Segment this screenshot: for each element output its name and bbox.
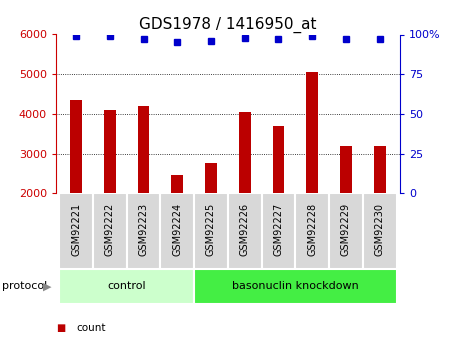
Bar (295, 193, 329, 269)
Text: GSM92229: GSM92229 (341, 203, 351, 256)
Text: GSM92224: GSM92224 (172, 203, 182, 256)
Text: control: control (107, 282, 146, 291)
Text: GSM92225: GSM92225 (206, 203, 216, 256)
Bar (329, 193, 363, 269)
Bar (306, 72, 318, 193)
Bar (138, 106, 149, 193)
Bar (272, 126, 285, 193)
Text: GSM92223: GSM92223 (139, 203, 148, 256)
Bar (205, 164, 217, 193)
Text: count: count (77, 323, 106, 333)
Bar (340, 146, 352, 193)
Text: basonuclin knockdown: basonuclin knockdown (232, 282, 359, 291)
Bar (363, 193, 397, 269)
Text: GSM92226: GSM92226 (240, 203, 250, 256)
Bar (239, 112, 251, 193)
Title: GDS1978 / 1416950_at: GDS1978 / 1416950_at (139, 17, 317, 33)
Bar (194, 269, 397, 304)
Bar (59, 269, 194, 304)
Text: GSM92221: GSM92221 (71, 203, 81, 256)
Text: ▶: ▶ (43, 282, 51, 291)
Text: GSM92222: GSM92222 (105, 203, 115, 256)
Bar (374, 146, 385, 193)
Bar (262, 193, 295, 269)
Text: GSM92227: GSM92227 (273, 203, 284, 256)
Bar (93, 193, 126, 269)
Text: GSM92228: GSM92228 (307, 203, 317, 256)
Bar (171, 175, 183, 193)
Bar (104, 110, 116, 193)
Bar (59, 193, 93, 269)
Bar (160, 193, 194, 269)
Bar (194, 193, 228, 269)
Text: GSM92230: GSM92230 (375, 203, 385, 256)
Bar (228, 193, 262, 269)
Text: ■: ■ (56, 323, 65, 333)
Bar (70, 100, 82, 193)
Text: protocol: protocol (2, 282, 47, 291)
Bar (126, 193, 160, 269)
